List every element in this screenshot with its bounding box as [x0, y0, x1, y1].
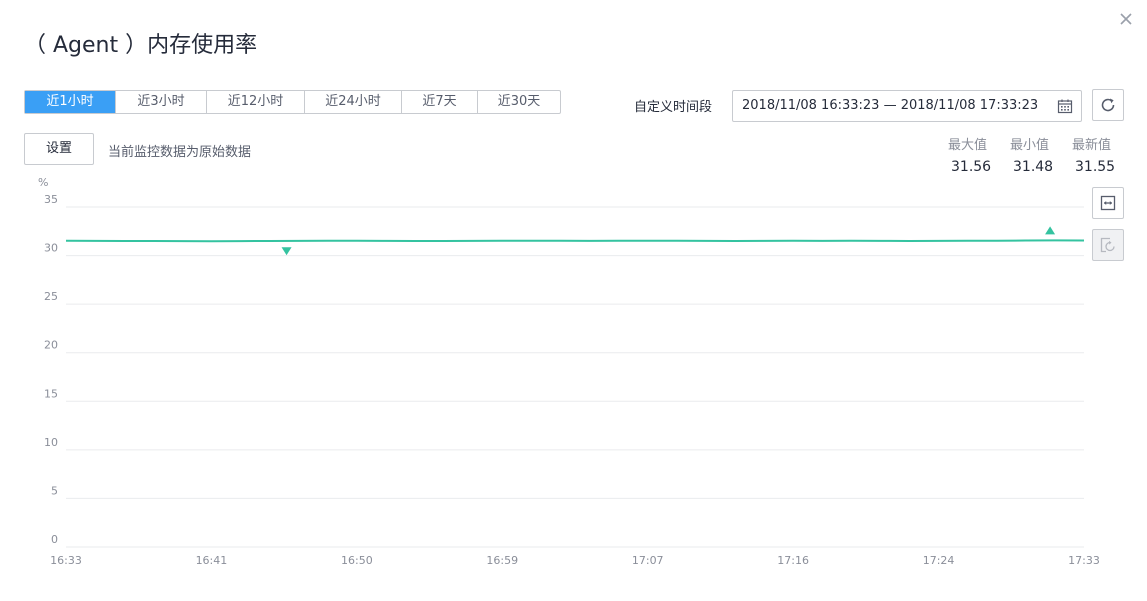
min-marker	[281, 247, 292, 256]
max-marker	[1045, 226, 1056, 235]
chart-series	[65, 239, 1085, 243]
chart-grid	[66, 206, 1084, 548]
min-value: 31.48	[1013, 159, 1054, 175]
max-value-label: 最大值	[948, 138, 988, 153]
tab-12-hours[interactable]: 近12小时	[206, 91, 304, 113]
min-value-label: 最小值	[1010, 138, 1050, 153]
y-axis-ticks: 35 30 25 20 15 10 5 0	[44, 193, 58, 546]
tab-1-hour[interactable]: 近1小时	[25, 91, 115, 113]
calendar-icon[interactable]	[1057, 98, 1073, 114]
y-tick-label: 35	[44, 193, 58, 206]
settings-button[interactable]: 设置	[24, 133, 94, 165]
x-tick-label: 17:33	[1068, 554, 1100, 567]
tab-24-hours[interactable]: 近24小时	[304, 91, 401, 113]
custom-time-label: 自定义时间段	[634, 100, 713, 115]
x-tick-label: 16:33	[50, 554, 82, 567]
fit-width-button[interactable]	[1092, 187, 1124, 219]
x-tick-label: 17:07	[632, 554, 664, 567]
date-range-picker[interactable]: 2018/11/08 16:33:23 — 2018/11/08 17:33:2…	[732, 90, 1082, 122]
tab-7-days[interactable]: 近7天	[401, 91, 477, 113]
fit-width-icon	[1100, 195, 1116, 211]
memory-usage-chart: % 35 30 25 20 15 10 5 0 16:33 16:41 16:50 16:59 17:…	[38, 176, 1100, 567]
date-range-value: 2018/11/08 16:33:23 — 2018/11/08 17:33:2…	[742, 98, 1039, 113]
zoom-reset-icon	[1100, 237, 1115, 253]
tab-30-days[interactable]: 近30天	[477, 91, 560, 113]
refresh-icon	[1101, 98, 1115, 112]
x-tick-label: 16:59	[486, 554, 518, 567]
max-value: 31.56	[951, 159, 992, 175]
y-tick-label: 10	[44, 436, 58, 449]
monitor-data-note: 当前监控数据为原始数据	[108, 145, 252, 160]
x-tick-label: 16:50	[341, 554, 373, 567]
x-tick-label: 17:16	[777, 554, 809, 567]
x-tick-label: 17:24	[923, 554, 955, 567]
x-axis-ticks: 16:33 16:41 16:50 16:59 17:07 17:16 17:24 17:33	[50, 554, 1100, 567]
y-axis-unit: %	[38, 176, 48, 189]
latest-value-label: 最新值	[1072, 138, 1112, 153]
y-tick-label: 25	[44, 290, 58, 303]
tab-3-hours[interactable]: 近3小时	[115, 91, 206, 113]
chart-markers	[281, 226, 1056, 256]
time-range-tabs: 近1小时 近3小时 近12小时 近24小时 近7天 近30天	[24, 90, 561, 114]
y-tick-label: 0	[51, 533, 58, 546]
series-line	[65, 239, 1085, 243]
latest-value: 31.55	[1075, 159, 1116, 175]
refresh-button[interactable]	[1092, 89, 1124, 121]
dialog-title: （ Agent ）内存使用率	[24, 33, 258, 58]
y-tick-label: 15	[44, 387, 58, 400]
x-tick-label: 16:41	[196, 554, 228, 567]
y-tick-label: 30	[44, 242, 58, 255]
zoom-reset-button[interactable]	[1092, 229, 1124, 261]
close-icon[interactable]	[1117, 10, 1135, 28]
y-tick-label: 20	[44, 339, 58, 352]
y-tick-label: 5	[51, 484, 58, 497]
